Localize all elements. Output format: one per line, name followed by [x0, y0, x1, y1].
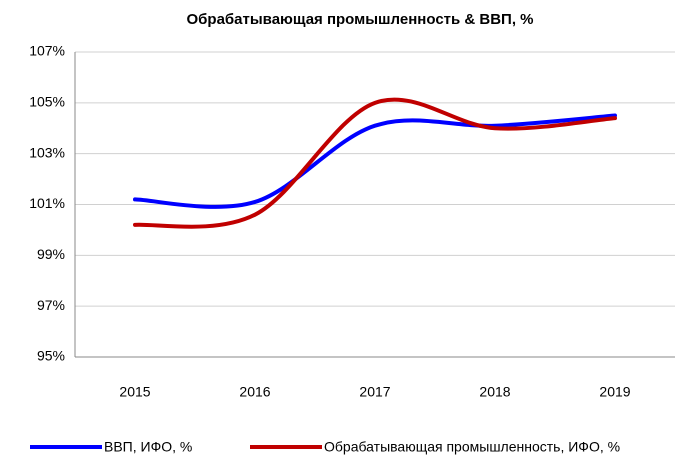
- x-tick-label: 2015: [119, 384, 150, 400]
- y-tick-label: 97%: [37, 297, 65, 313]
- y-tick-label: 95%: [37, 348, 65, 364]
- legend-label: ВВП, ИФО, %: [104, 439, 192, 455]
- legend-label: Обрабатывающая промышленность, ИФО, %: [324, 439, 620, 455]
- y-tick-label: 103%: [29, 144, 65, 160]
- y-tick-label: 99%: [37, 246, 65, 262]
- y-tick-label: 105%: [29, 94, 65, 110]
- series-line: [133, 113, 617, 209]
- series-line: [133, 97, 617, 229]
- x-tick-label: 2017: [359, 384, 390, 400]
- chart-title: Обрабатывающая промышленность & ВВП, %: [186, 11, 533, 28]
- x-tick-label: 2019: [599, 384, 630, 400]
- y-tick-label: 107%: [29, 43, 65, 59]
- x-tick-label: 2016: [239, 384, 270, 400]
- y-tick-label: 101%: [29, 195, 65, 211]
- x-tick-label: 2018: [479, 384, 510, 400]
